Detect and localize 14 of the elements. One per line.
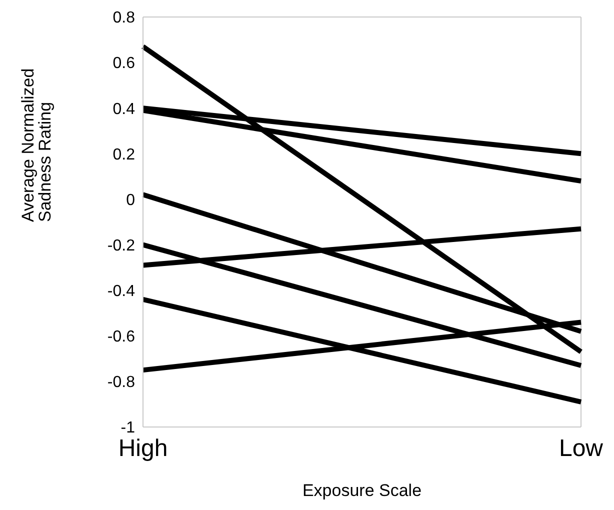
x-axis-title: Exposure Scale <box>302 481 422 500</box>
y-tick-label: 0 <box>126 192 136 209</box>
y-tick-label: 0.6 <box>112 55 136 72</box>
y-tick-label: -0.8 <box>107 374 136 392</box>
x-tick-label: Low <box>558 435 604 462</box>
y-axis-title: Average Normalized Sadness Rating <box>18 68 55 222</box>
y-tick-label: 0.4 <box>112 100 136 118</box>
x-tick-label: High <box>118 435 168 462</box>
y-tick-label: 0.8 <box>112 10 136 27</box>
y-tick-label: -0.4 <box>107 283 136 300</box>
y-tick-label: -0.6 <box>107 328 136 346</box>
y-tick-label: -0.2 <box>107 237 136 254</box>
y-tick-label: 0.2 <box>112 146 136 164</box>
y-tick-label: -1 <box>120 420 136 437</box>
